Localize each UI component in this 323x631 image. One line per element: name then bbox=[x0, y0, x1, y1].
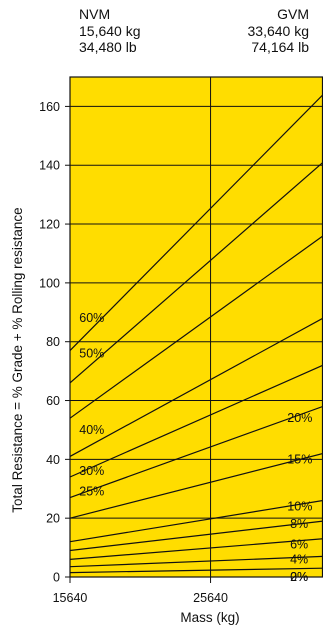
grade-label: 50% bbox=[79, 346, 104, 360]
series-line-30pct bbox=[69, 317, 323, 457]
grade-label: 4% bbox=[290, 552, 308, 566]
grade-label: 2% bbox=[290, 570, 308, 584]
grade-label: 25% bbox=[79, 485, 104, 499]
y-axis-label: Total Resistance = % Grade + % Rolling r… bbox=[10, 207, 25, 512]
series-line-60pct bbox=[69, 94, 323, 351]
grade-labels: 60% 50% 40% 30% 25% 20% 15% 10% 8% 6%4% 2%0% bbox=[79, 311, 312, 584]
grade-label: 6% bbox=[290, 538, 308, 552]
gvm-mass-lb: 74,164 lb bbox=[251, 39, 309, 55]
y-tick-label: 120 bbox=[39, 218, 60, 232]
y-tick-label: 160 bbox=[39, 100, 60, 114]
gvm-header: GVM 33,640 kg 74,164 lb bbox=[248, 6, 310, 56]
grade-label: 40% bbox=[79, 423, 104, 437]
x-tick-label: 15640 bbox=[53, 591, 88, 605]
nvm-mass-lb: 34,480 lb bbox=[79, 39, 137, 55]
y-tick-label: 20 bbox=[46, 512, 60, 526]
y-axis: 0 20 40 60 80 100 120 140 160 bbox=[39, 100, 70, 585]
series-line-50pct bbox=[69, 161, 323, 384]
series-line-25pct bbox=[69, 364, 323, 478]
series-line-2pct bbox=[69, 567, 323, 574]
grade-label: 60% bbox=[79, 311, 104, 325]
nvm-label: NVM bbox=[79, 6, 111, 22]
y-tick-label: 0 bbox=[53, 571, 60, 585]
gvm-label: GVM bbox=[277, 6, 309, 22]
series-line-10pct bbox=[69, 499, 323, 543]
series-line-6pct bbox=[69, 538, 323, 560]
series-line-20pct bbox=[69, 405, 323, 499]
y-tick-label: 40 bbox=[46, 453, 60, 467]
y-tick-label: 60 bbox=[46, 394, 60, 408]
grade-label: 30% bbox=[79, 464, 104, 478]
gvm-mass-kg: 33,640 kg bbox=[247, 22, 310, 39]
grid-layer bbox=[70, 77, 323, 577]
series-line-4pct bbox=[69, 555, 323, 568]
series-line-15pct bbox=[69, 452, 323, 519]
x-tick-label: 25640 bbox=[193, 591, 228, 605]
grade-label: 0% bbox=[290, 570, 308, 584]
nvm-mass-kg: 15,640 kg bbox=[79, 22, 141, 39]
x-axis-label: Mass (kg) bbox=[180, 610, 239, 625]
y-tick-label: 100 bbox=[39, 276, 60, 290]
nvm-header: NVM 15,640 kg 34,480 lb bbox=[79, 6, 141, 56]
grade-label: 15% bbox=[287, 452, 312, 466]
y-tick-label: 80 bbox=[46, 335, 60, 349]
series-line-8pct bbox=[69, 520, 323, 552]
grade-label: 10% bbox=[287, 499, 312, 513]
x-axis: 15640 25640 bbox=[53, 577, 228, 605]
grade-label: 8% bbox=[290, 517, 308, 531]
grade-label: 20% bbox=[287, 411, 312, 425]
y-tick-label: 140 bbox=[39, 159, 60, 173]
series-line-40pct bbox=[69, 235, 323, 419]
series-layer bbox=[69, 94, 323, 574]
